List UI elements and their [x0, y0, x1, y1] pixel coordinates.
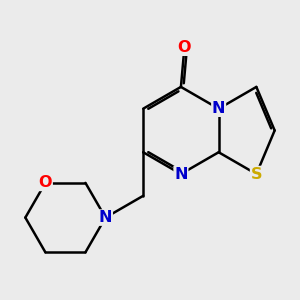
Text: N: N	[174, 167, 188, 182]
Text: N: N	[212, 101, 225, 116]
Text: S: S	[250, 167, 262, 182]
Text: O: O	[39, 176, 52, 190]
Text: O: O	[178, 40, 191, 55]
Text: N: N	[99, 210, 112, 225]
